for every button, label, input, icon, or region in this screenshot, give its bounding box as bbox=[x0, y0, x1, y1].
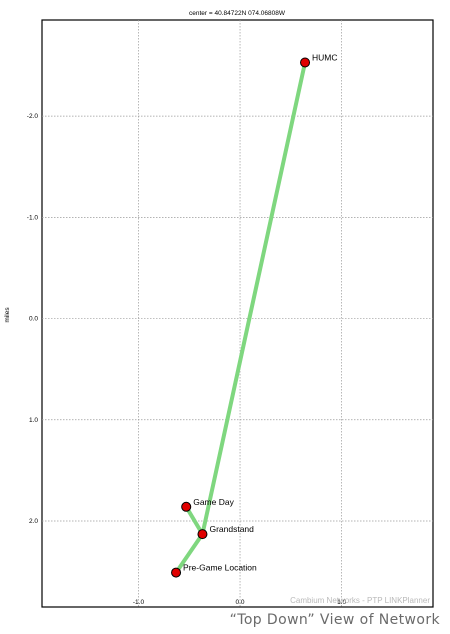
y-tick-label: 2.0 bbox=[29, 518, 38, 525]
plot-frame bbox=[41, 19, 434, 608]
network-link bbox=[174, 532, 205, 575]
y-tick-label: -1.0 bbox=[27, 214, 39, 221]
map-center-label: center = 40.84722N 074.06808W bbox=[189, 10, 286, 17]
network-node-label: Pre-Game Location bbox=[183, 563, 257, 573]
network-node-marker bbox=[300, 57, 311, 68]
network-node-marker bbox=[171, 567, 182, 578]
y-axis-label: miles bbox=[4, 307, 11, 323]
network-node-marker bbox=[181, 501, 192, 512]
y-tick-label: 1.0 bbox=[29, 417, 38, 424]
y-tick-labels: -2.0 -1.0 0.0 1.0 2.0 bbox=[27, 113, 39, 525]
network-node-label: HUMC bbox=[312, 53, 338, 63]
x-tick-labels: -1.0 0.0 1.0 bbox=[133, 599, 347, 606]
x-tick-label: 1.0 bbox=[337, 599, 346, 606]
grid-lines bbox=[42, 20, 433, 607]
x-tick-label: -1.0 bbox=[133, 599, 145, 606]
network-node-marker bbox=[197, 529, 208, 540]
y-tick-label: 0.0 bbox=[29, 316, 38, 323]
network-link bbox=[200, 60, 308, 537]
network-node-label: Grandstand bbox=[209, 524, 254, 534]
watermark-text: Cambium Networks - PTP LINKPlanner bbox=[290, 596, 430, 605]
figure-caption: “Top Down” View of Network bbox=[229, 612, 440, 628]
x-tick-label: 0.0 bbox=[236, 599, 245, 606]
network-node-label: Game Day bbox=[193, 497, 234, 507]
network-nodes: HUMC Game Day Grandstand Pre-Game Location bbox=[171, 53, 338, 578]
y-tick-label: -2.0 bbox=[27, 113, 39, 120]
network-links bbox=[174, 60, 308, 575]
network-link bbox=[184, 504, 205, 537]
